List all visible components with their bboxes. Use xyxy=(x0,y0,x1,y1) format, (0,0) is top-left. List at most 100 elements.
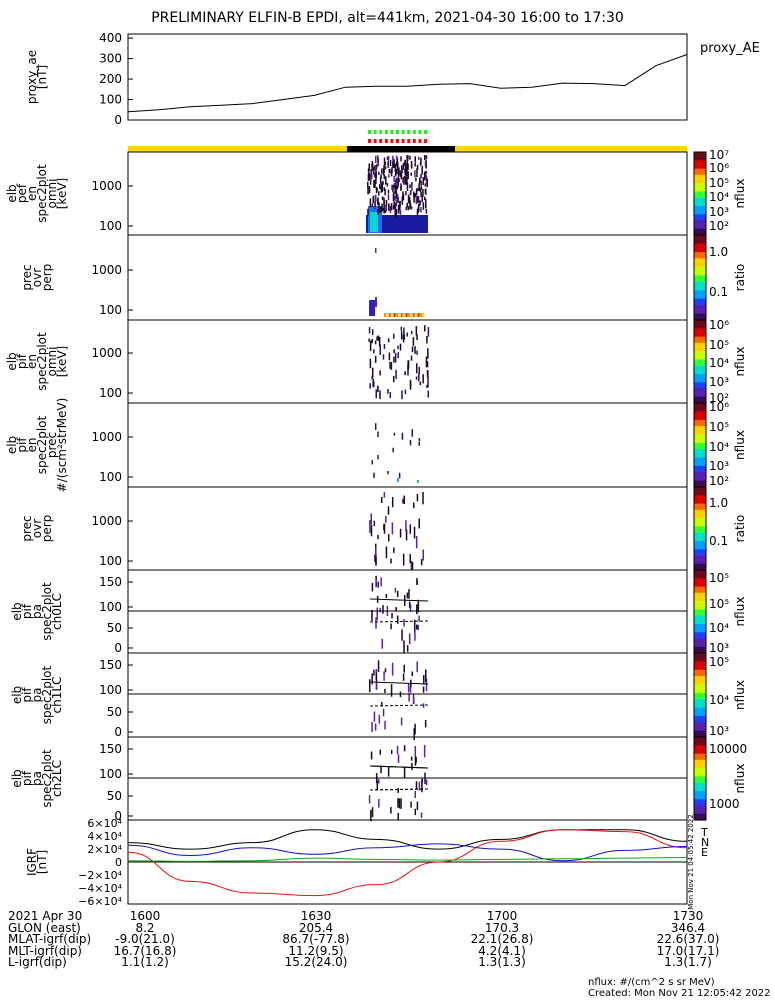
spectrogram-cell xyxy=(414,156,416,163)
colorbar-cell xyxy=(694,722,706,725)
ylabel-line: elb xyxy=(5,184,19,202)
spectrogram-cell xyxy=(387,160,389,168)
spectrogram-cell xyxy=(426,335,428,344)
spectrogram-cell xyxy=(406,159,408,166)
spectrogram-cell xyxy=(416,350,418,355)
spectrogram-cell xyxy=(420,191,422,198)
colorbar-tick: 10⁵ xyxy=(709,176,729,190)
spectrogram-cell xyxy=(375,155,377,164)
colorbar-cell xyxy=(694,726,706,730)
ephemeris-value: 86.7(-77.8) xyxy=(282,932,350,947)
spectrogram-cell xyxy=(389,205,392,214)
pa-cell xyxy=(413,728,415,741)
ephemeris-row-label: 2021 Apr 30 xyxy=(8,909,83,923)
spectrogram-cell xyxy=(395,184,397,192)
colorbar-cell xyxy=(694,430,706,433)
spectrogram-cell xyxy=(392,205,395,210)
spectrogram-cell xyxy=(397,196,399,204)
spectrogram-cell xyxy=(371,339,373,344)
ylabel-line: omni xyxy=(45,179,59,209)
colorbar-cell xyxy=(694,218,706,222)
colorbar-tick: 10² xyxy=(709,474,729,488)
ylabel-line: pa xyxy=(30,688,44,703)
colorbar-cell xyxy=(694,763,706,767)
colorbar-cell xyxy=(694,782,706,786)
pa-cell xyxy=(401,629,403,641)
colorbar-cell xyxy=(694,178,706,182)
colorbar-cell xyxy=(694,671,706,675)
pa-cell xyxy=(387,766,390,777)
ylabel-line: elb xyxy=(10,602,24,620)
ratio-cell xyxy=(384,313,386,317)
spectrogram-cell xyxy=(394,168,397,177)
spectrogram-cell xyxy=(397,345,399,350)
spectrogram-cell xyxy=(404,160,406,164)
ylabel-line: ch0LC xyxy=(50,593,64,630)
ratio-cell xyxy=(422,313,425,317)
spectrogram-cell xyxy=(369,177,372,185)
colorbar-cell xyxy=(694,676,706,679)
spectrogram-cell xyxy=(375,389,377,399)
colorbar-cell xyxy=(694,449,706,452)
spectrogram-cell xyxy=(422,189,424,197)
colorbar-cell xyxy=(694,530,706,534)
spectrogram-cell xyxy=(368,327,371,334)
colorbar-cell xyxy=(694,682,706,686)
colorbar-cell xyxy=(694,716,706,719)
pa-cell xyxy=(375,546,377,556)
spectrogram-cell xyxy=(397,478,399,482)
spectrogram-cell xyxy=(395,369,397,379)
colorbar-tick: 10⁶ xyxy=(709,400,729,414)
colorbar-cell xyxy=(694,249,706,253)
colorbar-cell xyxy=(694,617,706,621)
colorbar-cell xyxy=(694,426,706,429)
spectrogram-cell xyxy=(401,432,404,440)
red-tick xyxy=(368,139,371,143)
red-tick xyxy=(379,139,383,143)
colorbar-cell xyxy=(694,197,706,201)
ylabel-line: pef xyxy=(15,183,29,203)
colorbar-cell xyxy=(694,655,706,658)
pa-cell xyxy=(413,619,416,632)
spectrogram-cell xyxy=(383,207,385,214)
colorbar-cell xyxy=(694,216,706,219)
spectrogram-cell xyxy=(394,185,396,194)
spectrogram-cell xyxy=(368,163,370,171)
spectrogram-cell xyxy=(402,179,404,183)
colorbar-cell xyxy=(694,803,706,807)
green-tick xyxy=(379,130,383,134)
spectrogram-cell xyxy=(393,202,396,209)
spectrogram-cell xyxy=(378,336,381,347)
spectrogram-cell xyxy=(393,185,396,189)
colorbar-cell xyxy=(694,156,706,159)
colorbar-cell xyxy=(694,741,706,744)
colorbar-cell xyxy=(694,509,706,513)
spectrogram-cell xyxy=(387,156,390,161)
spectrogram-cell xyxy=(389,392,392,399)
pa-cell xyxy=(402,498,404,504)
spectrogram-cell xyxy=(393,356,395,363)
panel-7-colorbar: 10⁵ 10⁴ 10³ nflux xyxy=(693,652,747,738)
spectrogram-cell xyxy=(387,193,390,201)
colorbar-cell xyxy=(694,561,706,565)
colorbar-tick: 10² xyxy=(709,391,729,405)
spectrogram-cell xyxy=(379,344,381,355)
spectrogram-cell xyxy=(383,174,386,180)
pa-cell xyxy=(424,719,427,728)
spectrogram-cell xyxy=(401,165,404,173)
colorbar-cell xyxy=(694,790,706,794)
colorbar-cell xyxy=(694,482,706,486)
ylabel-line: prec xyxy=(20,264,34,290)
colorbar-cell xyxy=(694,187,706,190)
colorbar-cell xyxy=(694,411,706,415)
spectrogram-cell xyxy=(377,454,379,460)
colorbar-cell xyxy=(694,650,706,654)
colorbar-cell xyxy=(694,405,706,408)
colorbar-cell xyxy=(694,695,706,698)
pa-cell xyxy=(423,675,425,685)
spectrogram-cell xyxy=(375,176,377,184)
colorbar-cell xyxy=(694,269,706,272)
ylabel-line: elb xyxy=(10,769,24,787)
colorbar-tick: 10² xyxy=(709,219,729,233)
